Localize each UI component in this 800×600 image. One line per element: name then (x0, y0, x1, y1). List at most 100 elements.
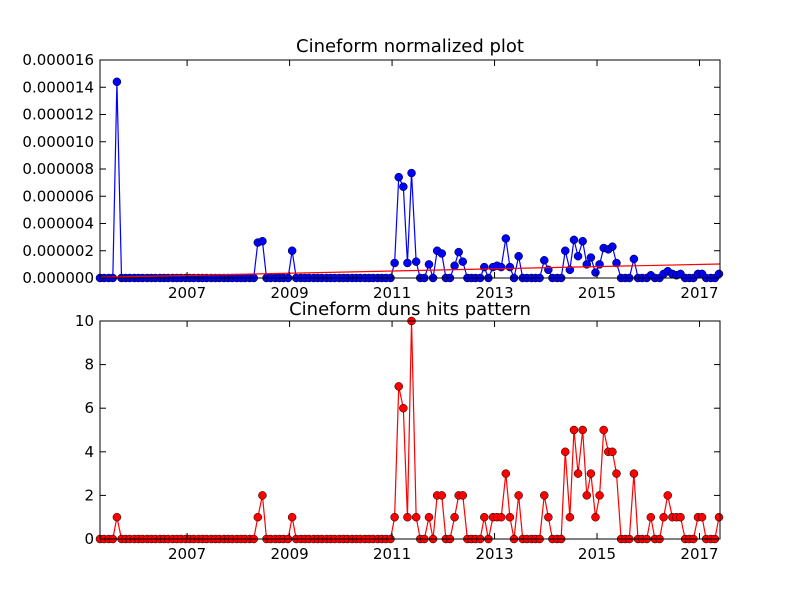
data-point (697, 512, 707, 522)
data-point (287, 246, 297, 255)
data-point (629, 254, 639, 264)
data-point (544, 512, 553, 522)
y-tick-label: 0.000014 (22, 78, 94, 96)
data-point (112, 77, 122, 87)
y-tick-label: 6 (84, 399, 94, 417)
data-point (394, 172, 403, 182)
data-point (646, 512, 656, 522)
data-point (608, 242, 617, 251)
data-point (450, 512, 459, 522)
data-point (561, 246, 570, 255)
data-point (253, 512, 263, 522)
data-point (454, 247, 463, 257)
data-point (424, 260, 434, 269)
data-point (287, 512, 297, 522)
data-point (458, 491, 468, 500)
data-point (450, 261, 459, 270)
y-tick-label: 0 (84, 530, 94, 548)
data-point (586, 253, 596, 262)
data-point (501, 234, 511, 243)
data-point (612, 469, 621, 478)
y-tick-label: 0.000010 (22, 133, 94, 151)
y-tick-label: 0.000006 (22, 187, 94, 205)
x-tick-label: 2009 (270, 545, 308, 563)
x-tick-label: 2015 (578, 545, 616, 563)
data-point (573, 469, 583, 478)
data-point (565, 512, 575, 522)
data-point (561, 447, 570, 457)
x-tick-label: 2007 (168, 545, 206, 563)
data-point (390, 258, 399, 268)
data-point (591, 268, 600, 277)
duns-hits-plot: Cineform duns hits pattern 0 2 4 6 8 10 2007 20… (75, 299, 724, 563)
data-point (714, 269, 724, 279)
data-point (258, 236, 267, 246)
data-point (496, 262, 506, 272)
y-tick-label: 0.000002 (22, 242, 94, 260)
y-tick-label: 10 (75, 312, 94, 330)
data-point (573, 251, 583, 261)
data-point (663, 491, 672, 500)
y-tick-label: 8 (84, 356, 94, 374)
data-point (714, 512, 724, 522)
data-point (608, 447, 617, 457)
data-point (112, 512, 122, 522)
axis-ticks: 0 2 4 6 8 10 2007 2009 2011 2013 2015 2017 (75, 312, 720, 563)
x-tick-label: 2011 (373, 545, 411, 563)
data-point (569, 425, 579, 435)
data-point (437, 249, 447, 258)
data-point (505, 262, 515, 272)
y-tick-label: 0.000000 (22, 269, 94, 287)
data-point (390, 512, 399, 522)
axis-ticks: 0.000000 0.000002 0.000004 0.000006 0.000008… (22, 51, 720, 302)
data-point (258, 491, 267, 500)
data-point (612, 258, 621, 268)
x-tick-label: 2013 (475, 545, 513, 563)
data-point (514, 251, 523, 261)
data-point (586, 469, 596, 478)
data-point (595, 491, 604, 500)
chart-title: Cineform duns hits pattern (289, 299, 531, 320)
data-point (514, 491, 523, 500)
axes-frame (99, 320, 721, 540)
data-point (394, 382, 403, 391)
x-tick-label: 2017 (680, 545, 718, 563)
data-point (424, 512, 434, 522)
y-tick-label: 0.000004 (22, 215, 94, 233)
y-tick-label: 0.000012 (22, 106, 94, 124)
y-tick-label: 0.000016 (22, 51, 94, 69)
series-1-line (100, 263, 720, 278)
x-tick-label: 2011 (373, 284, 411, 302)
data-point (411, 257, 421, 266)
y-tick-label: 4 (84, 443, 94, 461)
data-point (569, 235, 579, 245)
data-point (403, 512, 412, 522)
data-point (501, 469, 511, 478)
data-point (399, 182, 408, 191)
data-point (578, 236, 587, 246)
x-tick-label: 2017 (680, 284, 718, 302)
data-point (407, 168, 416, 178)
data-point (578, 425, 587, 435)
data-point (505, 512, 515, 522)
data-point (496, 512, 506, 522)
x-tick-label: 2015 (578, 284, 616, 302)
y-tick-label: 2 (84, 486, 94, 504)
data-point (403, 258, 412, 268)
data-point (591, 512, 600, 522)
data-point (411, 512, 421, 522)
data-point (399, 403, 408, 413)
data-point (437, 491, 447, 500)
normalized-plot: Cineform normalized plot 0.0000000.00000… (22, 36, 724, 302)
data-point (582, 491, 592, 500)
x-tick-label: 2013 (475, 284, 513, 302)
data-point (540, 256, 549, 265)
x-tick-label: 2007 (168, 284, 206, 302)
y-tick-label: 0.000008 (22, 160, 94, 178)
data-point (599, 425, 608, 435)
data-point (659, 512, 668, 522)
data-point (458, 257, 468, 266)
data-point (480, 262, 489, 272)
data-point (676, 512, 685, 522)
